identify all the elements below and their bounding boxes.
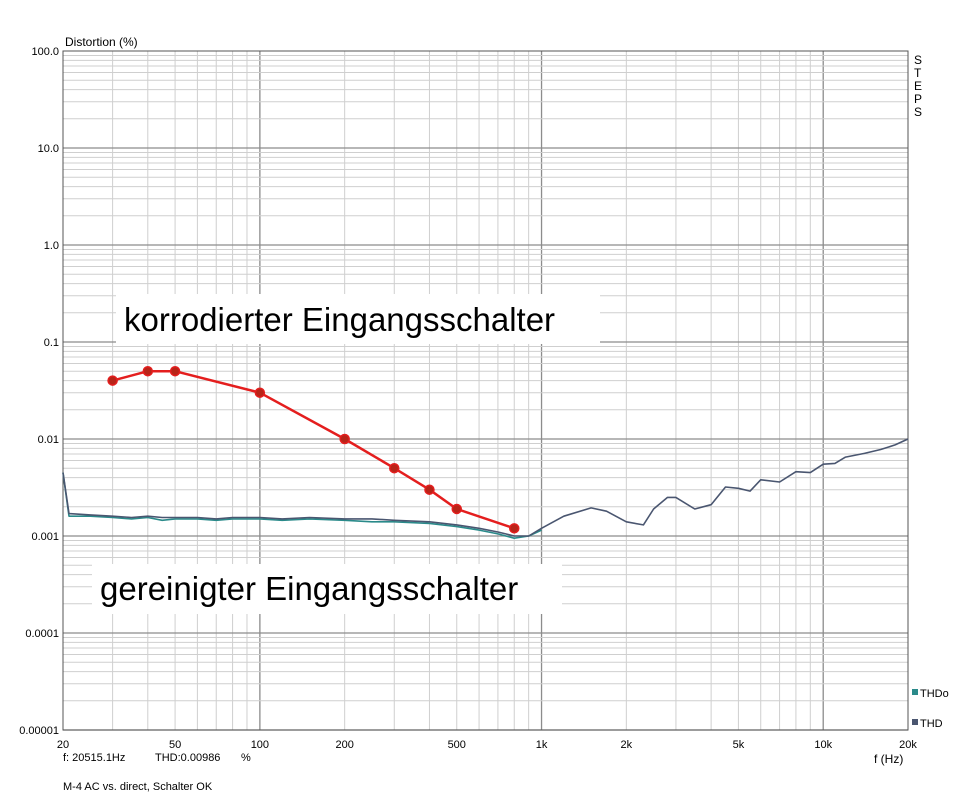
annotation-corroded-switch: korrodierter Eingangsschalter	[124, 301, 555, 338]
axis-ticks: 20 50 100 200 500 1k 2k 5k 10k 20k 100.0 10.0 1.0 0.1…	[19, 46, 917, 751]
x-tick-label: 50	[169, 739, 181, 751]
x-tick-label: 200	[335, 739, 353, 751]
series-line-thd	[62, 438, 909, 537]
x-tick-label: 5k	[733, 739, 745, 751]
legend-label-thd: THD	[920, 718, 943, 730]
readout-thd: THD:0.00986	[155, 752, 221, 764]
y-axis-label: Distortion (%)	[65, 35, 138, 49]
data-point	[142, 365, 154, 377]
series-layer	[62, 365, 909, 540]
legend-swatch-thdo	[912, 689, 918, 695]
y-tick-label: 0.1	[44, 337, 59, 349]
data-point	[424, 484, 435, 495]
y-tick-label: 0.0001	[25, 628, 59, 640]
x-tick-label: 2k	[621, 739, 633, 751]
x-tick-label: 20k	[899, 739, 917, 751]
data-point	[169, 365, 181, 377]
data-point	[107, 375, 118, 386]
watermark-letter: S	[914, 105, 922, 119]
y-tick-label: 0.001	[31, 531, 59, 543]
y-tick-label: 10.0	[38, 143, 59, 155]
x-tick-label: 20	[57, 739, 69, 751]
readout-unit: %	[241, 752, 251, 764]
watermark-letter: T	[914, 66, 922, 80]
plot-frame	[62, 50, 909, 731]
grid	[62, 51, 909, 731]
x-tick-label: 500	[448, 739, 466, 751]
x-tick-label: 100	[251, 739, 269, 751]
data-point	[451, 503, 463, 515]
watermark-letter: E	[914, 79, 922, 93]
data-point	[508, 523, 520, 534]
x-axis-label: f (Hz)	[874, 752, 903, 766]
y-tick-label: 0.00001	[19, 725, 59, 737]
annotation-cleaned-switch: gereinigter Eingangsschalter	[100, 570, 518, 607]
data-point	[389, 462, 400, 474]
readout-frequency: f: 20515.1Hz	[63, 752, 126, 764]
y-tick-label: 1.0	[44, 240, 59, 252]
watermark-letter: S	[914, 53, 922, 67]
x-tick-label: 1k	[536, 739, 548, 751]
data-point	[339, 433, 350, 445]
data-point	[254, 387, 266, 398]
caption: M-4 AC vs. direct, Schalter OK	[63, 781, 213, 793]
x-tick-label: 10k	[814, 739, 832, 751]
annotation-red-background	[116, 294, 600, 344]
y-tick-label: 0.01	[38, 434, 59, 446]
legend: THDo THD	[912, 688, 949, 730]
legend-swatch-thd	[912, 719, 918, 725]
series-line-thdo	[62, 472, 542, 540]
annotation-black-background	[92, 564, 562, 614]
legend-label-thdo: THDo	[920, 688, 949, 700]
y-tick-label: 100.0	[31, 46, 59, 58]
watermark-letter: P	[914, 92, 922, 106]
